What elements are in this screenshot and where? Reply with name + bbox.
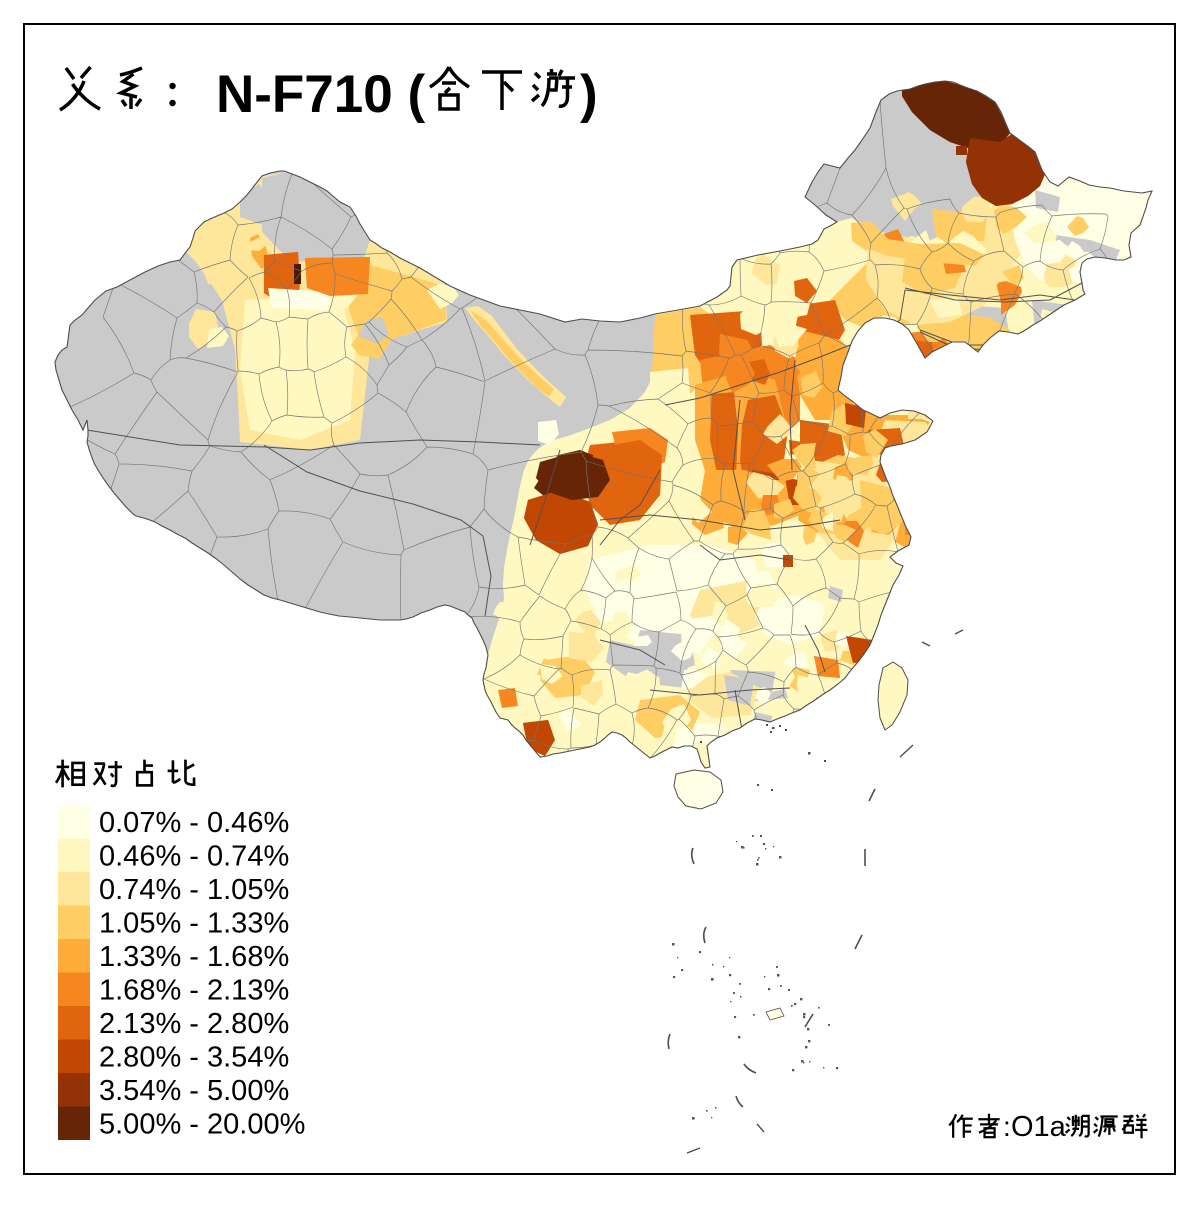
svg-text:2.13% - 2.80%: 2.13% - 2.80% xyxy=(99,1008,289,1040)
svg-text:1.05% - 1.33%: 1.05% - 1.33% xyxy=(99,908,289,940)
svg-text::: : xyxy=(1003,1111,1011,1142)
svg-text:5.00% - 20.00%: 5.00% - 20.00% xyxy=(99,1109,305,1141)
svg-text:0.07% - 0.46%: 0.07% - 0.46% xyxy=(99,807,289,839)
svg-text:0.74% - 1.05%: 0.74% - 1.05% xyxy=(99,874,289,906)
svg-text:): ) xyxy=(580,65,598,124)
svg-text:1.68% - 2.13%: 1.68% - 2.13% xyxy=(99,975,289,1007)
svg-text:3.54% - 5.00%: 3.54% - 5.00% xyxy=(99,1075,289,1107)
svg-text:0.46% - 0.74%: 0.46% - 0.74% xyxy=(99,841,289,873)
svg-text:O1a: O1a xyxy=(1011,1111,1067,1143)
svg-text:2.80% - 3.54%: 2.80% - 3.54% xyxy=(99,1042,289,1074)
svg-text:1.33% - 1.68%: 1.33% - 1.68% xyxy=(99,941,289,973)
svg-text:N-F710 (: N-F710 ( xyxy=(216,65,425,124)
